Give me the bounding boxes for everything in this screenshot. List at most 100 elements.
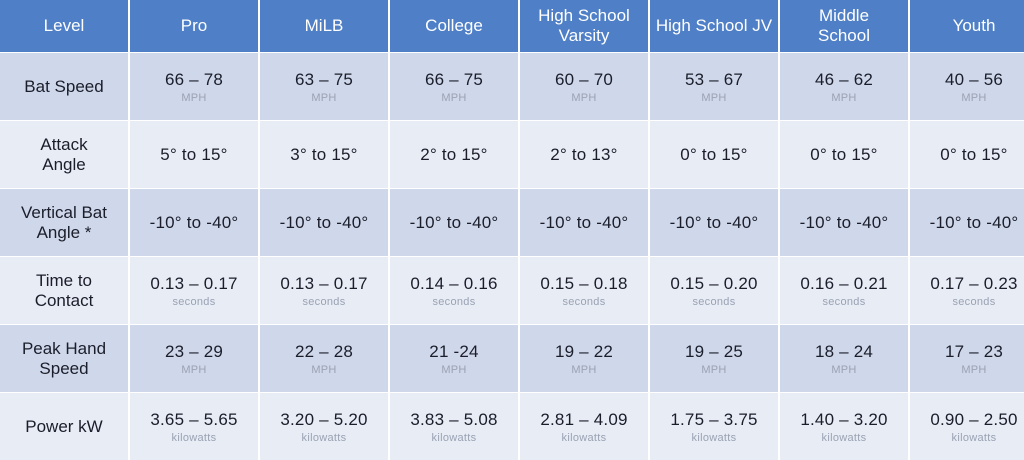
cell-value: 40 – 56 (944, 69, 1004, 89)
table-cell: -10° to -40° (520, 189, 648, 256)
table-cell: -10° to -40° (130, 189, 258, 256)
cell-unit: kilowatts (821, 431, 867, 444)
header-college: College (390, 0, 518, 52)
table-cell: 0.13 – 0.17 seconds (130, 257, 258, 324)
cell-value: -10° to -40° (669, 212, 759, 232)
cell-value: 3.83 – 5.08 (410, 409, 498, 429)
header-middle-school: Middle School (780, 0, 908, 52)
cell-value: 0.14 – 0.16 (410, 273, 498, 293)
table-cell: 19 – 22 MPH (520, 325, 648, 392)
cell-value: 1.40 – 3.20 (800, 409, 888, 429)
row-label: Peak Hand Speed (0, 325, 128, 392)
cell-unit: MPH (311, 91, 337, 104)
cell-value: -10° to -40° (929, 212, 1019, 232)
cell-unit: MPH (311, 363, 337, 376)
cell-value: 2.81 – 4.09 (540, 409, 628, 429)
cell-unit: MPH (831, 363, 857, 376)
table-cell: 2° to 13° (520, 121, 648, 188)
header-col-label: MiLB (304, 16, 344, 35)
table-cell: 22 – 28 MPH (260, 325, 388, 392)
cell-unit: MPH (961, 91, 987, 104)
cell-value: 46 – 62 (814, 69, 874, 89)
cell-value: 3° to 15° (290, 144, 358, 164)
table-cell: 5° to 15° (130, 121, 258, 188)
cell-value: -10° to -40° (149, 212, 239, 232)
cell-unit: MPH (571, 91, 597, 104)
cell-unit: seconds (172, 295, 216, 308)
header-milb: MiLB (260, 0, 388, 52)
table-cell: 66 – 75 MPH (390, 53, 518, 120)
cell-value: 0° to 15° (940, 144, 1008, 164)
cell-unit: MPH (961, 363, 987, 376)
row-label-text: Bat Speed (24, 76, 104, 96)
cell-value: 63 – 75 (294, 69, 354, 89)
cell-value: 0.90 – 2.50 (930, 409, 1018, 429)
cell-value: -10° to -40° (799, 212, 889, 232)
table-cell: 0° to 15° (910, 121, 1024, 188)
cell-value: 3.65 – 5.65 (150, 409, 238, 429)
table-cell: -10° to -40° (390, 189, 518, 256)
cell-value: 0° to 15° (810, 144, 878, 164)
row-label: Bat Speed (0, 53, 128, 120)
cell-value: 60 – 70 (554, 69, 614, 89)
table-cell: 3.20 – 5.20 kilowatts (260, 393, 388, 460)
table-cell: 0° to 15° (650, 121, 778, 188)
cell-value: 23 – 29 (164, 341, 224, 361)
header-level-label: Level (43, 16, 85, 35)
row-label-text: Vertical Bat Angle * (21, 202, 107, 242)
header-col-label: College (425, 16, 483, 35)
table-cell: 63 – 75 MPH (260, 53, 388, 120)
table-cell: -10° to -40° (650, 189, 778, 256)
table-cell: 19 – 25 MPH (650, 325, 778, 392)
table-cell: 2° to 15° (390, 121, 518, 188)
table-cell: 2.81 – 4.09 kilowatts (520, 393, 648, 460)
row-label-text: Time to Contact (34, 270, 94, 310)
cell-value: 1.75 – 3.75 (670, 409, 758, 429)
table-cell: 18 – 24 MPH (780, 325, 908, 392)
table-cell: 3° to 15° (260, 121, 388, 188)
cell-unit: MPH (701, 91, 727, 104)
table-cell: 0.15 – 0.20 seconds (650, 257, 778, 324)
table-cell: -10° to -40° (780, 189, 908, 256)
cell-unit: MPH (441, 91, 467, 104)
cell-value: -10° to -40° (539, 212, 629, 232)
table-cell: 0.13 – 0.17 seconds (260, 257, 388, 324)
row-label-text: Attack Angle (40, 134, 88, 174)
cell-value: -10° to -40° (279, 212, 369, 232)
cell-unit: kilowatts (431, 431, 477, 444)
table-cell: 3.83 – 5.08 kilowatts (390, 393, 518, 460)
row-label: Attack Angle (0, 121, 128, 188)
table-cell: 0.16 – 0.21 seconds (780, 257, 908, 324)
cell-unit: kilowatts (951, 431, 997, 444)
cell-unit: seconds (822, 295, 866, 308)
table-cell: 66 – 78 MPH (130, 53, 258, 120)
cell-value: 3.20 – 5.20 (280, 409, 368, 429)
table-cell: 0.15 – 0.18 seconds (520, 257, 648, 324)
cell-unit: MPH (571, 363, 597, 376)
table-cell: 46 – 62 MPH (780, 53, 908, 120)
row-label: Time to Contact (0, 257, 128, 324)
row-label-text: Power kW (25, 416, 103, 436)
table-cell: 17 – 23 MPH (910, 325, 1024, 392)
cell-unit: kilowatts (301, 431, 347, 444)
cell-unit: seconds (562, 295, 606, 308)
cell-unit: kilowatts (171, 431, 217, 444)
cell-unit: seconds (692, 295, 736, 308)
table-cell: 60 – 70 MPH (520, 53, 648, 120)
header-youth: Youth (910, 0, 1024, 52)
cell-value: 2° to 15° (420, 144, 488, 164)
cell-unit: MPH (181, 91, 207, 104)
cell-value: 0.15 – 0.18 (540, 273, 628, 293)
cell-unit: seconds (302, 295, 346, 308)
header-hs-varsity: High School Varsity (520, 0, 648, 52)
cell-value: 2° to 13° (550, 144, 618, 164)
table-cell: 1.75 – 3.75 kilowatts (650, 393, 778, 460)
header-hs-jv: High School JV (650, 0, 778, 52)
cell-value: 17 – 23 (944, 341, 1004, 361)
cell-value: 0.15 – 0.20 (670, 273, 758, 293)
cell-unit: seconds (432, 295, 476, 308)
cell-unit: MPH (441, 363, 467, 376)
table-cell: 0° to 15° (780, 121, 908, 188)
table-cell: 3.65 – 5.65 kilowatts (130, 393, 258, 460)
